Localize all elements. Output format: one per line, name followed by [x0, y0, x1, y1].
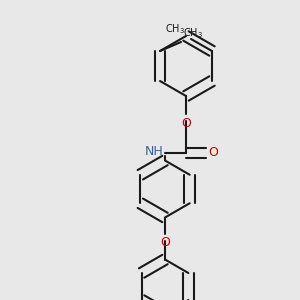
Text: CH$_3$: CH$_3$: [165, 22, 185, 36]
Text: O: O: [181, 117, 191, 130]
Text: O: O: [160, 236, 170, 249]
Text: NH: NH: [145, 145, 164, 158]
Text: O: O: [208, 146, 218, 160]
Text: CH$_3$: CH$_3$: [182, 27, 203, 40]
